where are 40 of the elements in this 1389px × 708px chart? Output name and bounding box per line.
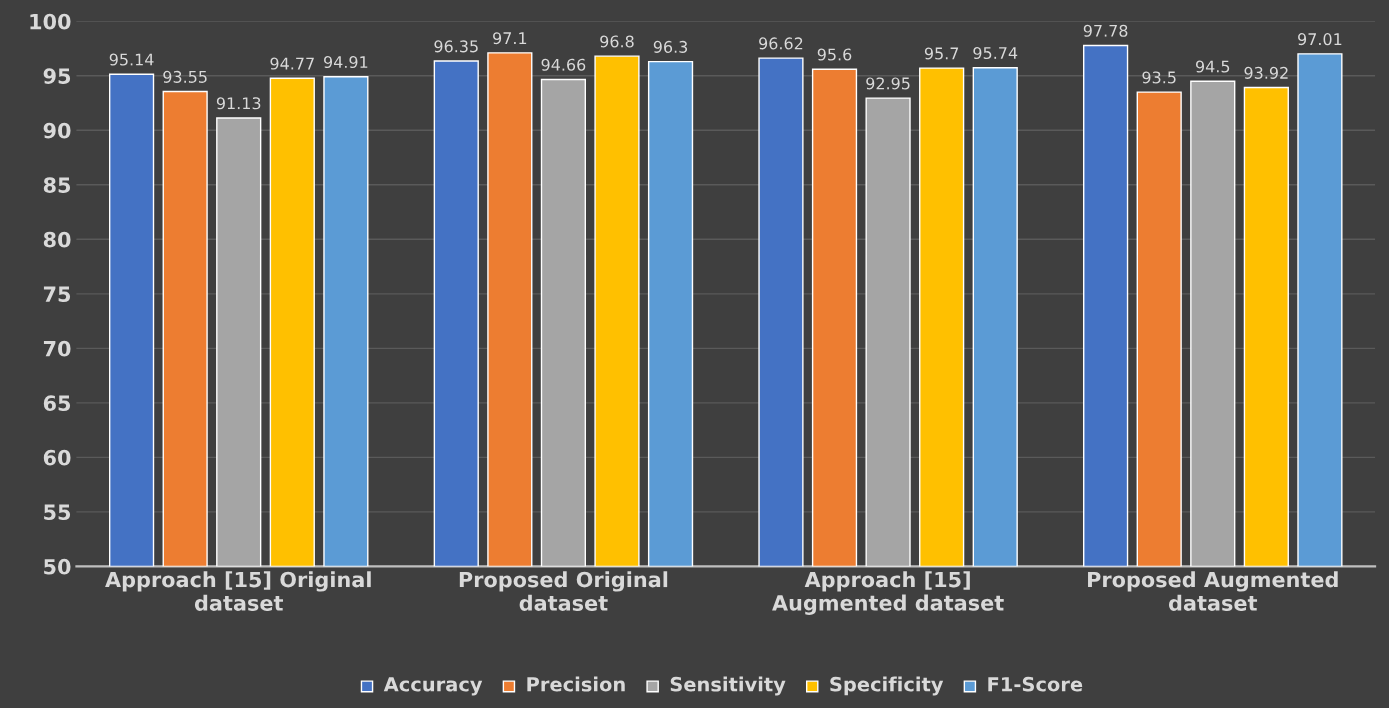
y-tick-label: 100: [30, 13, 71, 30]
data-label: 92.95: [866, 77, 910, 90]
x-tick-label: Proposed Augmented dataset: [1088, 571, 1338, 611]
data-label: 97.01: [1298, 33, 1342, 46]
y-tick-label: 65: [43, 395, 71, 412]
data-label: 95.7: [924, 47, 959, 60]
data-label: 96.62: [759, 37, 803, 50]
data-label: 94.5: [1195, 60, 1230, 73]
data-label: 97.1: [493, 32, 527, 45]
y-tick-label: 70: [43, 340, 71, 357]
legend-label: Accuracy: [383, 677, 483, 696]
data-label: 96.3: [653, 40, 688, 53]
legend-label: Sensitivity: [670, 676, 786, 696]
data-label: 96.35: [434, 40, 478, 53]
data-label: 93.5: [1142, 71, 1176, 84]
data-label: 94.77: [270, 57, 314, 70]
y-tick-label: 80: [43, 231, 71, 248]
y-tick-label: 60: [43, 449, 71, 466]
y-tick-label: 55: [44, 504, 71, 521]
data-label: 93.92: [1244, 66, 1288, 79]
data-label: 95.14: [109, 53, 154, 66]
data-label: 93.55: [163, 70, 207, 83]
y-tick-label: 75: [43, 286, 71, 303]
legend-label: Precision: [527, 676, 625, 692]
data-label: 97.78: [1083, 24, 1128, 37]
data-label: 95.6: [817, 48, 852, 61]
data-label: 95.74: [973, 46, 1018, 60]
data-label: 91.13: [216, 97, 261, 110]
y-tick-label: 90: [43, 122, 71, 139]
data-label: 94.91: [324, 56, 368, 69]
legend-label: F1-Score: [988, 676, 1083, 692]
data-label: 96.8: [600, 35, 634, 48]
y-tick-label: 95: [43, 68, 71, 84]
y-tick-label: 85: [43, 177, 71, 193]
x-tick-label: Approach [15] Original dataset: [105, 571, 371, 611]
data-label: 94.66: [541, 58, 586, 71]
x-tick-label: Proposed Original dataset: [459, 571, 668, 611]
x-tick-label: Approach [15] Augmented dataset: [772, 571, 1004, 615]
legend-label: Specificity: [830, 676, 944, 696]
y-tick-label: 50: [44, 558, 71, 575]
